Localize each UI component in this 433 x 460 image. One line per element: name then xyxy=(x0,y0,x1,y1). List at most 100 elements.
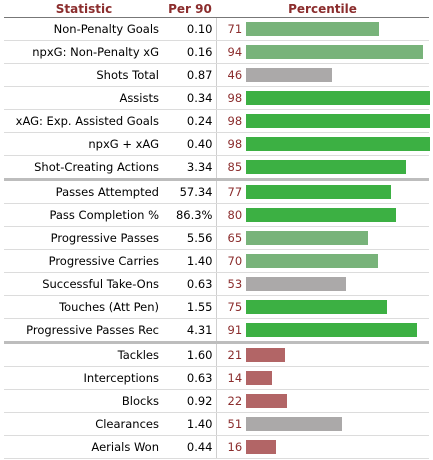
table-row: Pass Completion % 86.3% 80 xyxy=(4,203,429,227)
per90-value: 1.40 xyxy=(164,412,217,436)
percentile-cell: 65 xyxy=(216,226,429,250)
per90-value: 0.44 xyxy=(164,435,217,459)
percentile-bar xyxy=(245,323,417,337)
stat-name: Assists xyxy=(4,86,164,110)
percentile-bar xyxy=(245,137,430,151)
percentile-value: 46 xyxy=(227,68,243,82)
table-row: Shot-Creating Actions 3.34 85 xyxy=(4,155,429,181)
percentile-bar xyxy=(245,348,285,362)
per90-value: 0.16 xyxy=(164,40,217,64)
percentile-bar xyxy=(245,231,368,245)
stat-name: Shots Total xyxy=(4,63,164,87)
percentile-value: 75 xyxy=(227,300,243,314)
percentile-bar xyxy=(245,440,276,454)
stat-name: Touches (Att Pen) xyxy=(4,295,164,319)
percentile-bar xyxy=(245,91,430,105)
percentile-bar xyxy=(245,160,406,174)
table-row: Interceptions 0.63 14 xyxy=(4,366,429,390)
table-row: Assists 0.34 98 xyxy=(4,86,430,110)
per90-value: 57.34 xyxy=(164,179,217,204)
stat-name: Pass Completion % xyxy=(4,203,164,227)
percentile-bar xyxy=(245,371,272,385)
percentile-cell: 94 xyxy=(216,40,429,64)
per90-value: 4.31 xyxy=(164,318,217,344)
percentile-cell: 98 xyxy=(216,86,430,110)
per90-value: 1.55 xyxy=(164,295,217,319)
table-body: Non-Penalty Goals 0.10 71 npxG: Non-Penalty… xyxy=(4,17,430,459)
percentile-value: 53 xyxy=(227,277,243,291)
percentile-cell: 98 xyxy=(216,132,430,156)
table-row: Successful Take-Ons 0.63 53 xyxy=(4,272,429,296)
table-row: Non-Penalty Goals 0.10 71 xyxy=(4,17,429,41)
percentile-value: 22 xyxy=(227,394,243,408)
percentile-cell: 22 xyxy=(216,389,429,413)
table-row: Tackles 1.60 21 xyxy=(4,342,429,367)
table-row: Shots Total 0.87 46 xyxy=(4,63,429,87)
percentile-cell: 16 xyxy=(216,435,429,459)
percentile-value: 98 xyxy=(227,137,243,151)
percentile-value: 98 xyxy=(227,91,243,105)
percentile-bar xyxy=(245,254,378,268)
percentile-cell: 71 xyxy=(216,17,429,41)
per90-value: 0.40 xyxy=(164,132,217,156)
stat-name: Tackles xyxy=(4,342,164,367)
per90-value: 86.3% xyxy=(164,203,217,227)
percentile-bar xyxy=(245,45,423,59)
table-row: Clearances 1.40 51 xyxy=(4,412,429,436)
percentile-bar xyxy=(245,417,342,431)
per90-value: 0.34 xyxy=(164,86,217,110)
percentile-cell: 46 xyxy=(216,63,429,87)
percentile-value: 80 xyxy=(227,208,243,222)
per90-value: 0.92 xyxy=(164,389,217,413)
percentile-value: 77 xyxy=(227,185,243,199)
percentile-bar xyxy=(245,277,346,291)
stat-name: Progressive Passes Rec xyxy=(4,318,164,344)
percentile-cell: 75 xyxy=(216,295,429,319)
percentile-value: 70 xyxy=(227,254,243,268)
percentile-value: 85 xyxy=(227,160,243,174)
percentile-value: 16 xyxy=(227,440,243,454)
percentile-bar xyxy=(245,185,391,199)
per90-value: 0.24 xyxy=(164,109,217,133)
percentile-value: 98 xyxy=(227,114,243,128)
percentile-value: 14 xyxy=(227,371,243,385)
stat-name: Passes Attempted xyxy=(4,179,164,204)
percentile-cell: 98 xyxy=(216,109,430,133)
percentile-bar xyxy=(245,208,396,222)
percentile-cell: 21 xyxy=(216,342,429,367)
percentile-cell: 51 xyxy=(216,412,429,436)
percentile-cell: 53 xyxy=(216,272,429,296)
percentile-cell: 70 xyxy=(216,249,429,273)
percentile-bar xyxy=(245,114,430,128)
table-row: npxG: Non-Penalty xG 0.16 94 xyxy=(4,40,429,64)
stat-name: Blocks xyxy=(4,389,164,413)
scouting-table: Statistic Per 90 Percentile Non-Penalty … xyxy=(4,0,430,459)
percentile-value: 71 xyxy=(227,22,243,36)
table-row: Touches (Att Pen) 1.55 75 xyxy=(4,295,429,319)
stat-name: Clearances xyxy=(4,412,164,436)
table-row: Passes Attempted 57.34 77 xyxy=(4,179,429,204)
table-row: Progressive Passes 5.56 65 xyxy=(4,226,429,250)
stat-name: npxG + xAG xyxy=(4,132,164,156)
per90-value: 1.60 xyxy=(164,342,217,367)
percentile-cell: 85 xyxy=(216,155,429,181)
header-percentile[interactable]: Percentile xyxy=(216,0,429,18)
table-row: Blocks 0.92 22 xyxy=(4,389,429,413)
header-per90[interactable]: Per 90 xyxy=(164,0,216,18)
percentile-cell: 14 xyxy=(216,366,429,390)
percentile-cell: 77 xyxy=(216,179,429,204)
percentile-cell: 80 xyxy=(216,203,429,227)
stat-name: Progressive Passes xyxy=(4,226,164,250)
header-statistic[interactable]: Statistic xyxy=(4,0,164,18)
percentile-bar xyxy=(245,68,332,82)
per90-value: 1.40 xyxy=(164,249,217,273)
per90-value: 0.63 xyxy=(164,366,217,390)
percentile-cell: 91 xyxy=(216,318,429,344)
percentile-value: 91 xyxy=(227,323,243,337)
stat-name: xAG: Exp. Assisted Goals xyxy=(4,109,164,133)
per90-value: 0.10 xyxy=(164,17,217,41)
stat-name: Successful Take-Ons xyxy=(4,272,164,296)
stat-name: Progressive Carries xyxy=(4,249,164,273)
percentile-value: 21 xyxy=(227,348,243,362)
